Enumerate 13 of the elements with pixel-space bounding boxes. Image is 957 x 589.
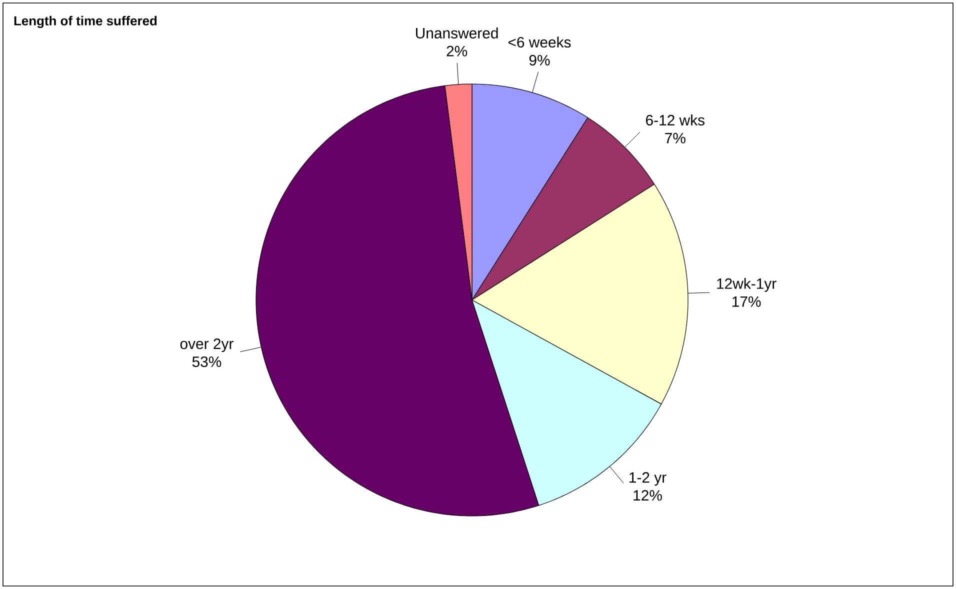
slice-label: over 2yr: [180, 338, 234, 352]
data-label: 7%: [665, 132, 686, 144]
data-label: 12%: [634, 490, 662, 501]
data-label: 53%: [192, 356, 222, 368]
slice-label: 12wk-1yr: [717, 278, 776, 292]
chart-title: Length of time suffered: [14, 16, 157, 28]
slice-label: 1-2 yr: [630, 472, 666, 486]
data-label: 9%: [529, 54, 550, 66]
data-label: 17%: [732, 296, 761, 307]
slice-label: <6 weeks: [508, 36, 571, 48]
data-label: 2%: [446, 46, 468, 56]
slice-label: Unanswered: [416, 28, 498, 38]
slice-label: 6-12 wks: [646, 114, 704, 126]
